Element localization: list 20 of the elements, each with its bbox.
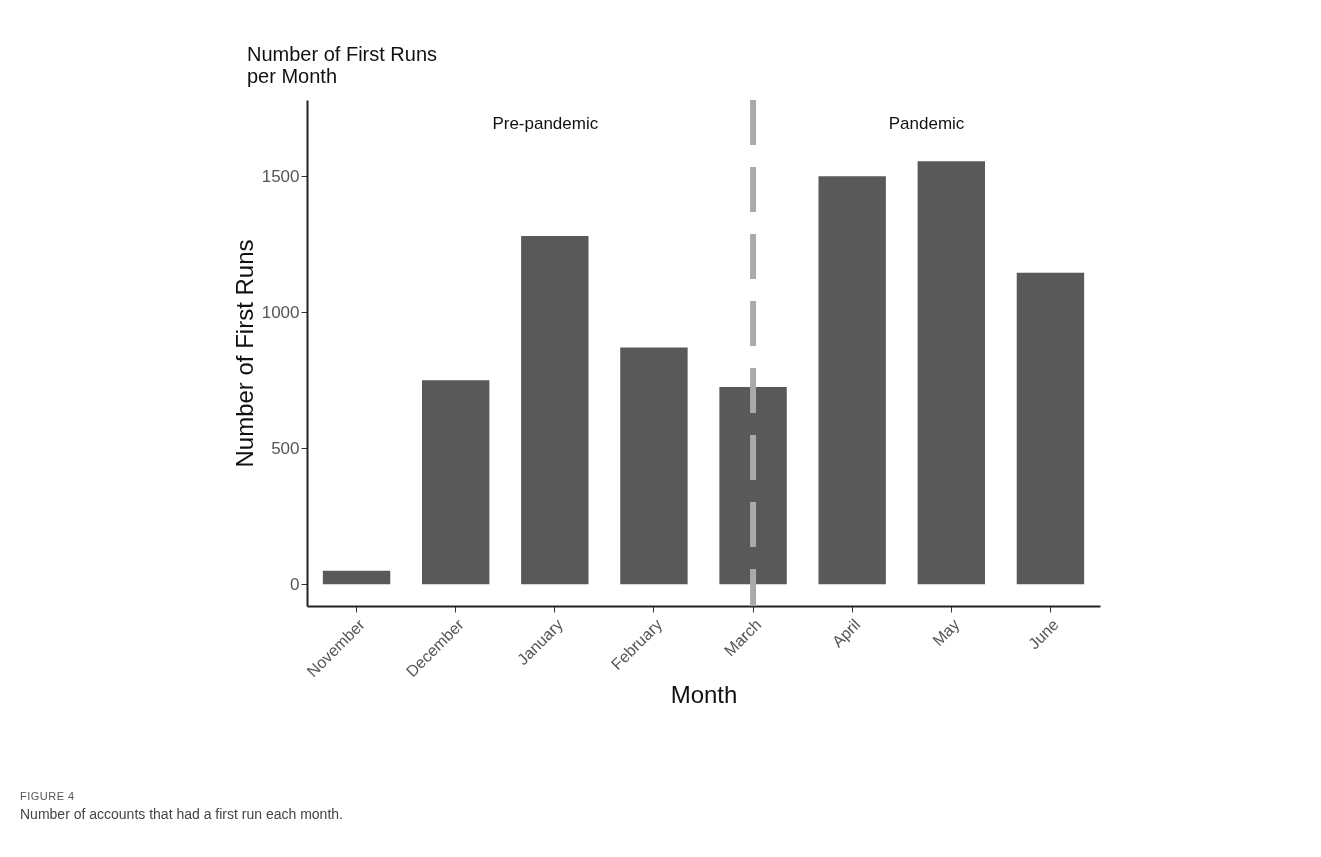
bar — [521, 236, 589, 585]
bar — [620, 347, 688, 585]
y-tick-label: 500 — [271, 438, 300, 458]
annotation: Pre-pandemic — [492, 114, 599, 133]
bar — [818, 176, 886, 585]
text: Number of accounts that had a first run each month. — [20, 806, 343, 822]
y-tick-label: 1000 — [261, 302, 300, 322]
x-tick-label: May — [929, 615, 963, 650]
y-tick-label: 0 — [290, 574, 300, 594]
bar — [421, 380, 490, 585]
bar — [719, 387, 787, 585]
caption: FIGURE 4 — [20, 790, 76, 802]
y-tick-label: 1500 — [261, 166, 300, 186]
y-axis-title: Number of First Runs — [230, 239, 258, 468]
bar — [322, 570, 391, 585]
annotation: Pandemic — [888, 114, 965, 133]
x-axis-title: Month — [670, 681, 738, 708]
bar — [917, 161, 986, 585]
bar — [1016, 272, 1085, 585]
chart-title: Number of First Runs per Month — [247, 43, 438, 87]
